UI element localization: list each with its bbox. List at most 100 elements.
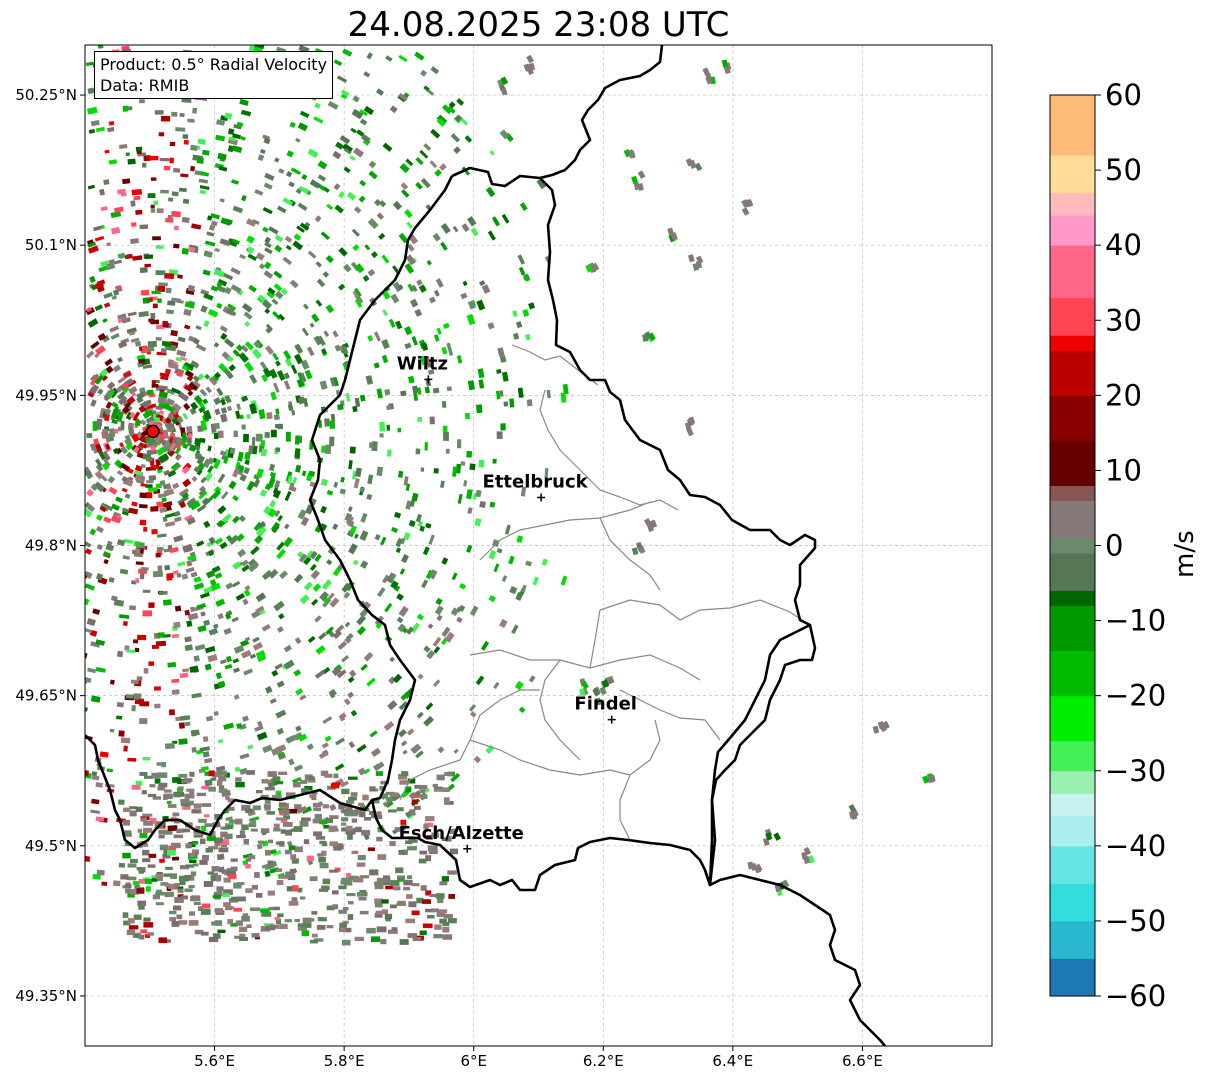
radar-echo-cell: [290, 854, 297, 860]
radar-echo-cell: [317, 853, 324, 857]
radar-echo-cell: [353, 206, 362, 214]
radar-echo-cell: [338, 712, 347, 720]
radar-echo-cell: [89, 384, 100, 395]
colorbar-segment: [1050, 395, 1095, 441]
radar-echo-cell: [278, 771, 288, 775]
radar-echo-cell: [192, 849, 199, 855]
radar-echo-cell: [216, 302, 223, 309]
radar-echo-cell: [185, 566, 195, 574]
radar-echo-cell: [134, 419, 142, 427]
radar-echo-cell: [158, 452, 170, 463]
radar-echo-cell: [156, 533, 167, 538]
radar-echo-cell: [261, 623, 271, 632]
radar-echo-cell: [304, 13, 312, 19]
radar-echo-cell: [147, 340, 157, 348]
radar-echo-cell: [312, 802, 322, 808]
radar-echo-cell: [182, 806, 190, 810]
radar-echo-cell: [264, 685, 273, 694]
radar-echo-cell: [270, 391, 278, 401]
radar-echo-cell: [287, 808, 298, 814]
radar-echo-cell: [176, 349, 187, 357]
radar-echo-cell: [214, 814, 223, 820]
radar-echo-cell: [415, 156, 424, 166]
radar-echo-cell: [318, 888, 329, 892]
radar-echo-cell: [206, 231, 215, 237]
radar-echo-cell: [394, 827, 402, 832]
radar-echo-cell: [435, 597, 443, 606]
radar-echo-cell: [499, 129, 510, 140]
data-source-label: Data: RMIB: [100, 76, 190, 95]
radar-echo-cell: [137, 900, 147, 906]
radar-echo-cell: [216, 119, 226, 126]
radar-echo-cell: [447, 105, 456, 114]
radar-echo-cell: [345, 811, 355, 816]
radar-echo-cell: [324, 773, 333, 778]
radar-echo-cell: [286, 150, 294, 158]
radar-echo-cell: [188, 382, 198, 391]
radar-echo-cell: [213, 458, 221, 470]
colorbar: [1049, 94, 1096, 997]
radar-echo-cell: [416, 711, 424, 719]
radar-echo-cell: [182, 432, 187, 440]
radar-echo-cell: [410, 743, 422, 755]
radar-echo-cell: [157, 786, 165, 791]
radar-echo-cell: [214, 920, 223, 926]
radar-echo-cell: [366, 927, 376, 934]
radar-echo-cell: [397, 428, 402, 433]
radar-echo-cell: [283, 815, 290, 820]
radar-echo-cell: [159, 158, 170, 162]
radar-echo-cell: [326, 489, 334, 496]
radar-echo-cell: [421, 794, 428, 799]
radar-echo-cell: [152, 303, 158, 309]
radar-echo-cell: [204, 373, 211, 380]
radar-echo-cell: [285, 829, 293, 836]
radar-echo-cell: [381, 793, 388, 799]
radar-echo-cell: [173, 243, 180, 249]
radar-echo-cell: [345, 632, 354, 641]
radar-echo-cell: [143, 922, 154, 928]
radar-echo-cell: [177, 35, 186, 40]
radar-echo-cell: [171, 678, 180, 684]
radar-echo-cell: [217, 505, 227, 515]
radar-echo-cell: [376, 212, 385, 220]
radar-echo-cell: [306, 346, 315, 357]
radar-echo-cell: [156, 546, 164, 551]
radar-echo-cell: [466, 450, 473, 458]
radar-echo-cell: [248, 445, 254, 455]
radar-echo-cell: [233, 124, 242, 130]
city-label: Esch/Alzette: [399, 823, 524, 844]
radar-echo-cell: [311, 933, 318, 938]
radar-echo-cell: [518, 706, 526, 714]
radar-echo-cell: [122, 621, 128, 627]
radar-echo-cell: [379, 421, 386, 432]
radar-echo-cell: [200, 838, 206, 845]
radar-echo-cell: [143, 917, 151, 922]
lon-tick-label: 6.2°E: [583, 1052, 624, 1070]
radar-echo-cell: [207, 309, 219, 318]
radar-echo-cell: [159, 480, 166, 486]
radar-echo-cell: [143, 155, 151, 162]
radar-echo-cell: [213, 711, 219, 716]
radar-echo-cell: [339, 927, 346, 932]
radar-echo-cell: [174, 20, 181, 23]
colorbar-segment: [1050, 958, 1095, 997]
radar-echo-cell: [136, 676, 143, 681]
radar-echo-cell: [160, 882, 169, 886]
radar-echo-cell: [96, 543, 103, 551]
radar-echo-cell: [312, 583, 322, 592]
radar-echo-cell: [300, 359, 310, 370]
radar-echo-cell: [439, 918, 448, 924]
radar-echo-cell: [230, 267, 241, 275]
radar-echo-cell: [194, 437, 202, 446]
colorbar-tick-label: 50: [1105, 153, 1142, 187]
radar-echo-cell: [262, 226, 269, 233]
radar-echo-cell: [124, 493, 131, 499]
radar-echo-cell: [224, 112, 233, 120]
radar-echo-cell: [347, 506, 353, 512]
radar-echo-cell: [295, 188, 302, 195]
radar-echo-cell: [425, 890, 432, 896]
radar-echo-cell: [263, 182, 273, 190]
radar-echo-cell: [122, 406, 130, 414]
radar-echo-cell: [338, 885, 347, 890]
radar-echo-cell: [258, 263, 266, 270]
